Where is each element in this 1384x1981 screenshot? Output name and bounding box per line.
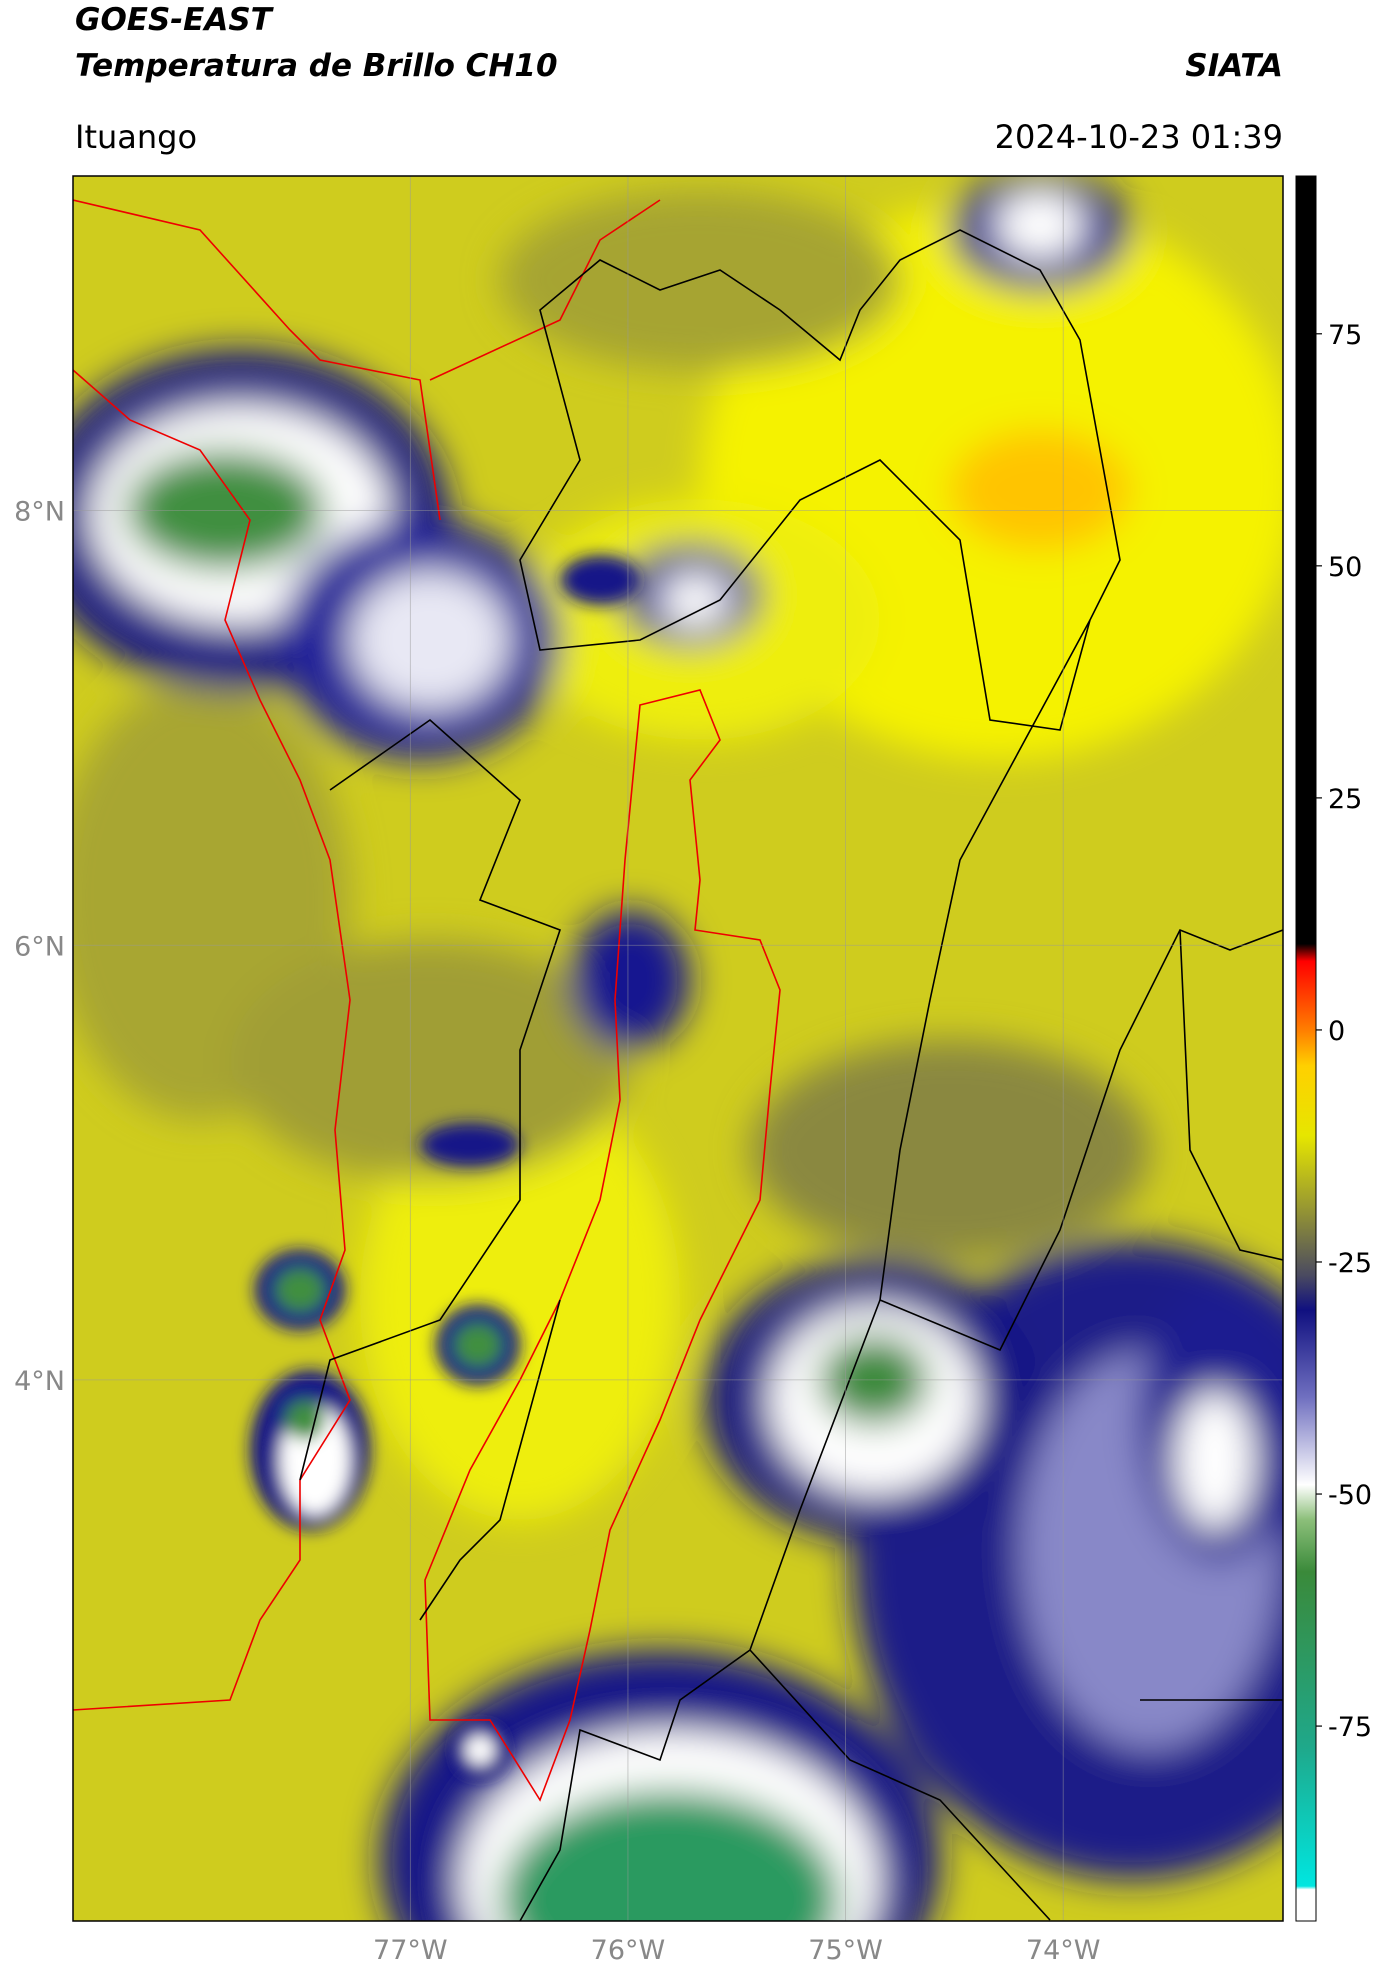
lon-tick-label: 75°W — [808, 1935, 883, 1966]
colorbar — [1295, 175, 1317, 1922]
colorbar-tick-label: 50 — [1328, 552, 1362, 583]
lat-tick-label: 4°N — [14, 1366, 65, 1397]
subtitle: Temperatura de Brillo CH10 — [75, 48, 558, 84]
title: GOES-EAST — [75, 2, 275, 38]
graticule — [73, 176, 1283, 1921]
colorbar-tick-label: -75 — [1328, 1712, 1372, 1743]
satellite-image — [73, 176, 1283, 1921]
lon-tick-label: 74°W — [1026, 1935, 1101, 1966]
colorbar-tick-label: 75 — [1328, 320, 1362, 351]
colorbar-tick-label: 25 — [1328, 784, 1362, 815]
lat-tick-label: 6°N — [14, 931, 65, 962]
timestamp: 2024-10-23 01:39 — [995, 118, 1283, 156]
lon-tick-label: 76°W — [591, 1935, 666, 1966]
agency: SIATA — [1185, 48, 1283, 84]
lat-tick-label: 8°N — [14, 497, 65, 528]
colorbar-tick-label: 0 — [1328, 1016, 1345, 1047]
location: Ituango — [75, 118, 197, 156]
colorbar-tick-label: -25 — [1328, 1248, 1372, 1279]
lon-tick-label: 77°W — [373, 1935, 448, 1966]
map-frame — [72, 175, 1284, 1922]
colorbar-tick-label: -50 — [1328, 1480, 1372, 1511]
